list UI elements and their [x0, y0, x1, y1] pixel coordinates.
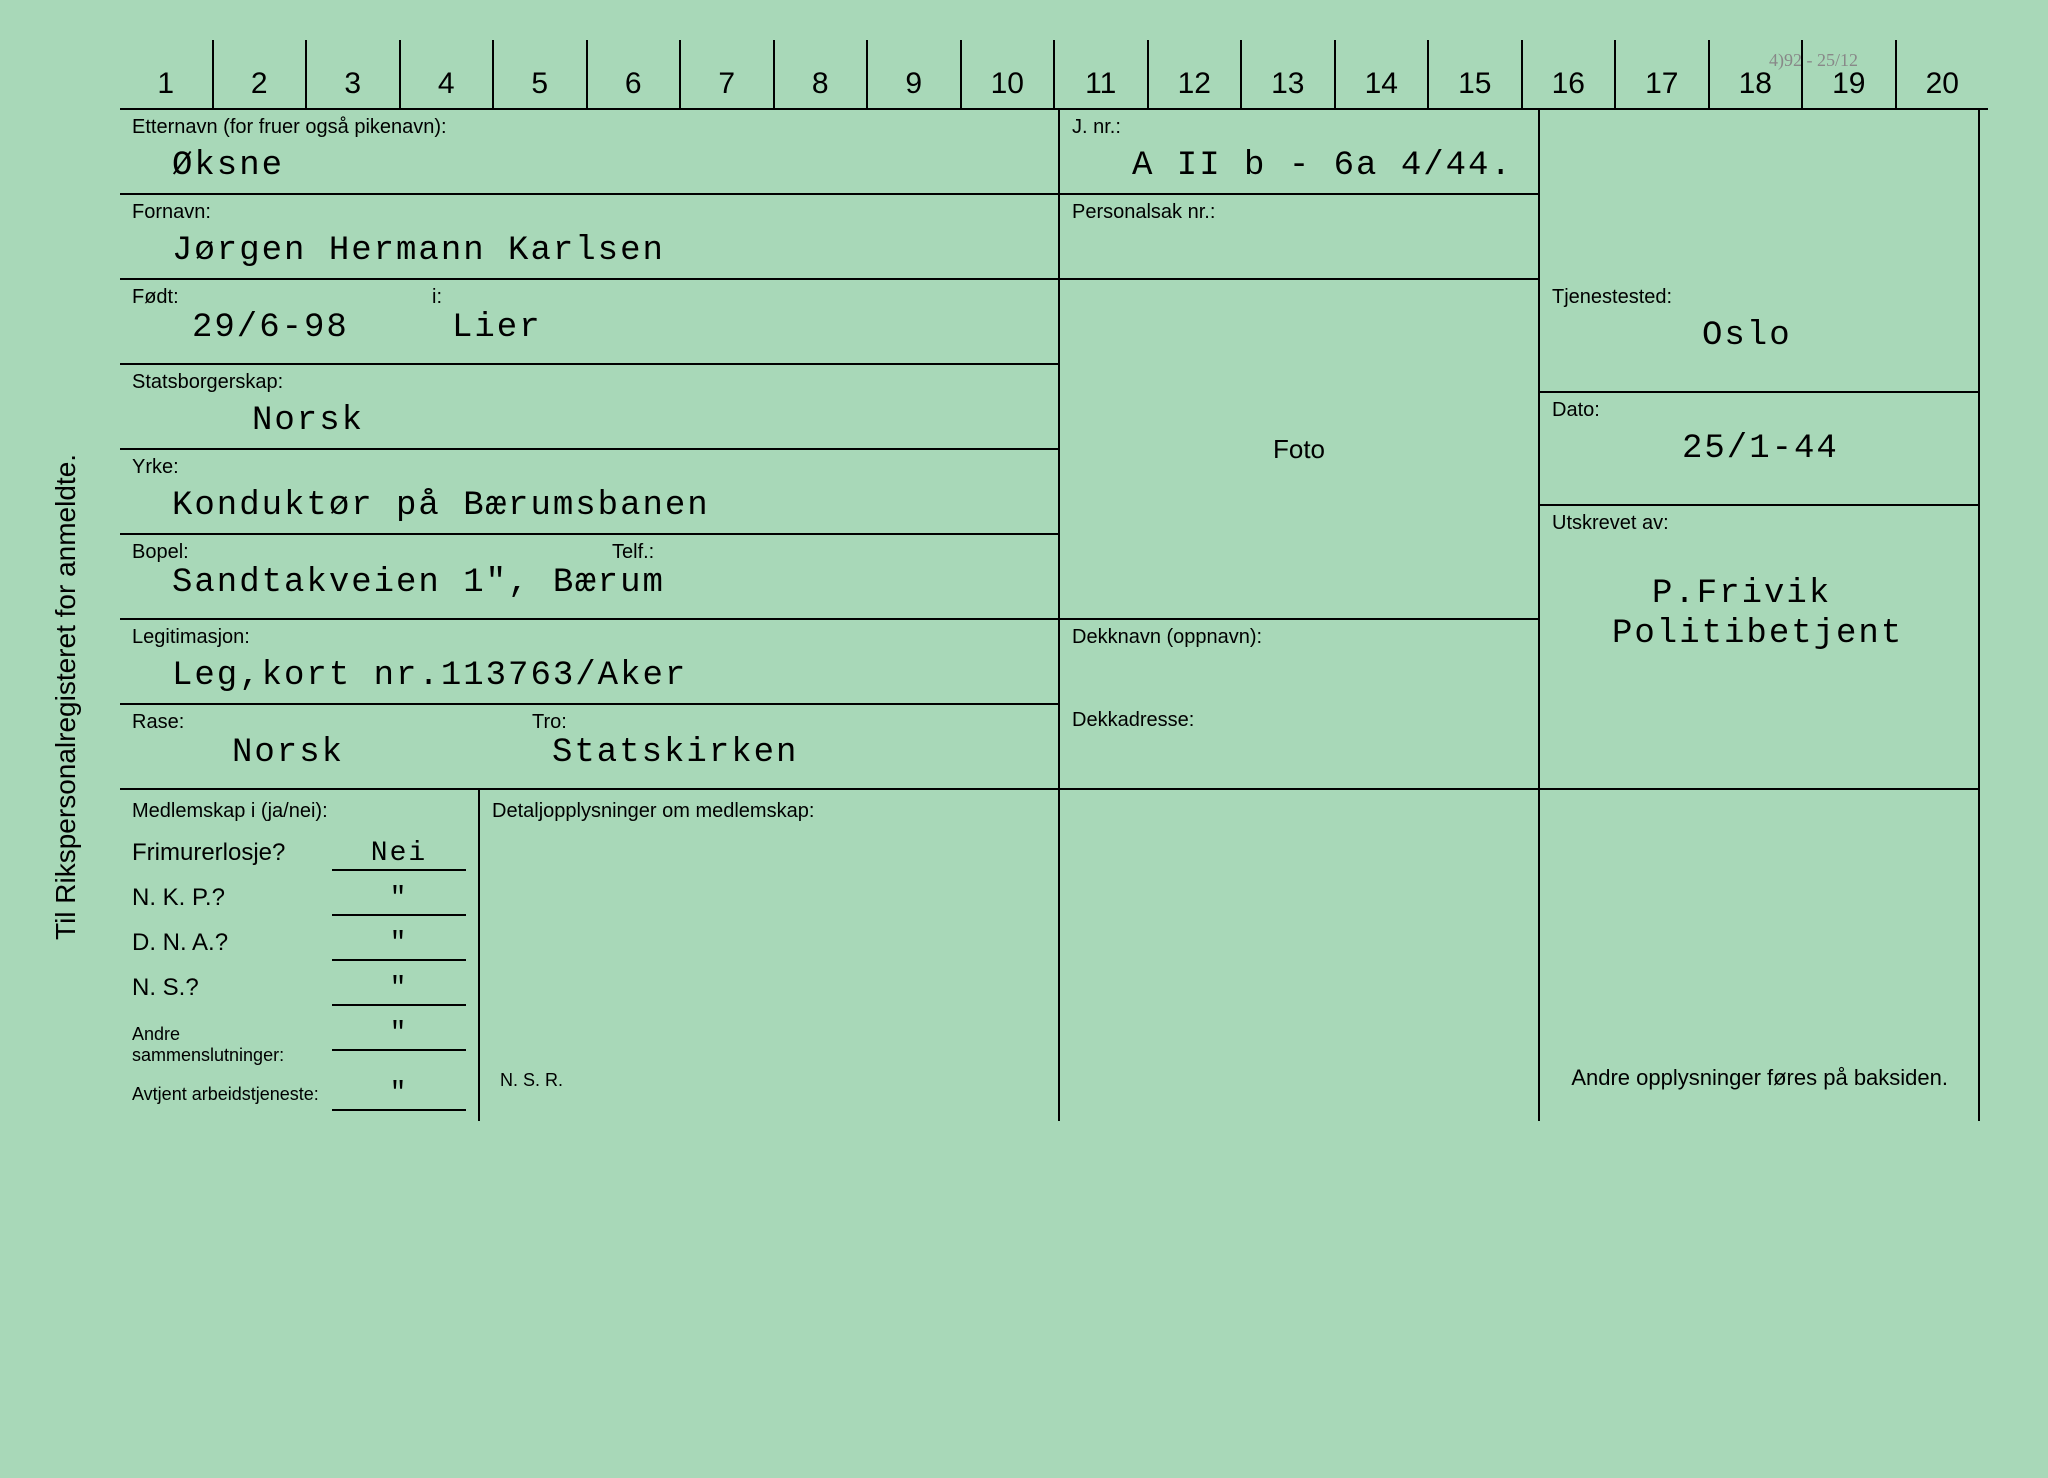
detalj-section: Detaljopplysninger om medlemskap: N. S. …	[480, 790, 1060, 1121]
etternavn-label: Etternavn (for fruer også pikenavn):	[132, 116, 1046, 139]
frimurer-value: Nei	[332, 838, 466, 871]
dato-label: Dato:	[1552, 399, 1966, 422]
ruler-cell: 1	[120, 40, 214, 108]
foto-label: Foto	[1273, 434, 1325, 465]
fodt-value: 29/6-98	[132, 309, 432, 349]
fodt-i-value: Lier	[432, 309, 542, 349]
ruler-cell: 6	[588, 40, 682, 108]
ruler-cell: 17	[1616, 40, 1710, 108]
pencil-annotation: 4)92 - 25/12	[1769, 50, 1858, 71]
dna-row: D. N. A.? "	[132, 928, 466, 961]
ruler-cell: 5	[494, 40, 588, 108]
andre-value: "	[332, 1018, 466, 1051]
etternavn-value: Øksne	[132, 147, 1046, 187]
statsborgerskap-label: Statsborgerskap:	[132, 371, 1046, 394]
ns-row: N. S.? "	[132, 973, 466, 1006]
rase-value: Norsk	[132, 734, 532, 774]
ruler-cell: 8	[775, 40, 869, 108]
foto-box: Foto	[1060, 280, 1540, 620]
dekkadresse-label: Dekkadresse:	[1072, 709, 1526, 732]
etternavn-field: Etternavn (for fruer også pikenavn): Øks…	[120, 110, 1060, 195]
avtjent-value: "	[332, 1078, 466, 1111]
yrke-field: Yrke: Konduktør på Bærumsbanen	[120, 450, 1060, 535]
medlemskap-label: Medlemskap i (ja/nei):	[132, 800, 466, 823]
ruler-cell: 15	[1429, 40, 1523, 108]
ruler-cell: 20	[1897, 40, 1989, 108]
andre-label: Andre sammenslutninger:	[132, 1024, 332, 1066]
nkp-row: N. K. P.? "	[132, 883, 466, 916]
yrke-label: Yrke:	[132, 456, 1046, 479]
tjenestested-label: Tjenestested:	[1552, 286, 1966, 309]
footer-note: Andre opplysninger føres på baksiden.	[1571, 1065, 1948, 1091]
dato-field: Dato: 25/1-44	[1540, 393, 1978, 506]
ruler-cell: 14	[1336, 40, 1430, 108]
frimurer-label: Frimurerlosje?	[132, 839, 332, 867]
statsborgerskap-field: Statsborgerskap: Norsk	[120, 365, 1060, 450]
membership-section: Medlemskap i (ja/nei): Frimurerlosje? Ne…	[120, 790, 480, 1121]
bopel-label: Bopel:	[132, 541, 189, 563]
rase-label: Rase:	[132, 711, 184, 733]
dato-value: 25/1-44	[1552, 430, 1966, 470]
legitimasjon-value: Leg,kort nr.113763/Aker	[132, 657, 1046, 697]
ruler-cell: 4	[401, 40, 495, 108]
andre-oppl-section	[1060, 790, 1540, 1121]
avtjent-label: Avtjent arbeidstjeneste:	[132, 1084, 332, 1105]
ruler-cell: 10	[962, 40, 1056, 108]
utskrevet-label: Utskrevet av:	[1552, 512, 1966, 535]
personalsak-value	[1072, 232, 1526, 272]
utskrevet-value2: Politibetjent	[1552, 615, 1966, 655]
jnr-label: J. nr.:	[1072, 116, 1526, 139]
ruler-cell: 3	[307, 40, 401, 108]
utskrevet-field: Utskrevet av: P.Frivik Politibetjent	[1540, 506, 1978, 790]
legitimasjon-field: Legitimasjon: Leg,kort nr.113763/Aker	[120, 620, 1060, 705]
ruler-cell: 16	[1523, 40, 1617, 108]
fodt-label: Født:	[132, 286, 179, 308]
andre-row: Andre sammenslutninger: "	[132, 1018, 466, 1066]
jnr-field: J. nr.: A II b - 6a 4/44.	[1060, 110, 1540, 195]
rase-tro-field: Rase: Tro: Norsk Statskirken	[120, 705, 1060, 790]
dekk-field: Dekknavn (oppnavn): Dekkadresse:	[1060, 620, 1540, 790]
nkp-value: "	[332, 883, 466, 916]
ns-value: "	[332, 973, 466, 1006]
form-body: Etternavn (for fruer også pikenavn): Øks…	[120, 110, 1988, 1121]
personalsak-label: Personalsak nr.:	[1072, 201, 1526, 224]
nkp-label: N. K. P.?	[132, 884, 332, 912]
tro-value: Statskirken	[532, 734, 798, 774]
ruler: 1 2 3 4 5 6 7 8 9 10 11 12 13 14 15 16 1…	[120, 40, 1988, 110]
dekknavn-label: Dekknavn (oppnavn):	[1072, 626, 1526, 649]
personalsak-field: Personalsak nr.:	[1060, 195, 1540, 280]
telf-label: Telf.:	[612, 541, 654, 563]
ns-label: N. S.?	[132, 974, 332, 1002]
dna-value: "	[332, 928, 466, 961]
tro-label: Tro:	[532, 711, 567, 733]
ruler-cell: 2	[214, 40, 308, 108]
statsborgerskap-value: Norsk	[132, 402, 1046, 442]
fodt-i-label: i:	[432, 286, 442, 308]
ruler-cell: 12	[1149, 40, 1243, 108]
ruler-cell: 9	[868, 40, 962, 108]
nsr-label: N. S. R.	[500, 1070, 563, 1091]
ruler-cell: 11	[1055, 40, 1149, 108]
avtjent-row: Avtjent arbeidstjeneste: "	[132, 1078, 466, 1111]
legitimasjon-label: Legitimasjon:	[132, 626, 1046, 649]
yrke-value: Konduktør på Bærumsbanen	[132, 487, 1046, 527]
registration-card: 4)92 - 25/12 Til Rikspersonalregisteret …	[60, 40, 1988, 1438]
utskrevet-value1: P.Frivik	[1552, 575, 1966, 615]
bopel-value: Sandtakveien 1", Bærum	[132, 564, 1046, 604]
dna-label: D. N. A.?	[132, 929, 332, 957]
ruler-cell: 13	[1242, 40, 1336, 108]
fornavn-field: Fornavn: Jørgen Hermann Karlsen	[120, 195, 1060, 280]
tjenestested-value: Oslo	[1552, 317, 1966, 357]
detalj-label: Detaljopplysninger om medlemskap:	[492, 800, 1046, 823]
fornavn-label: Fornavn:	[132, 201, 1046, 224]
bopel-field: Bopel: Telf.: Sandtakveien 1", Bærum	[120, 535, 1060, 620]
tjenestested-field: Tjenestested: Oslo	[1540, 280, 1978, 393]
fodt-field: Født: i: 29/6-98 Lier	[120, 280, 1060, 365]
jnr-value: A II b - 6a 4/44.	[1072, 147, 1526, 187]
ruler-cell: 7	[681, 40, 775, 108]
vertical-title: Til Rikspersonalregisteret for anmeldte.	[50, 240, 82, 940]
fornavn-value: Jørgen Hermann Karlsen	[132, 232, 1046, 272]
frimurer-row: Frimurerlosje? Nei	[132, 838, 466, 871]
